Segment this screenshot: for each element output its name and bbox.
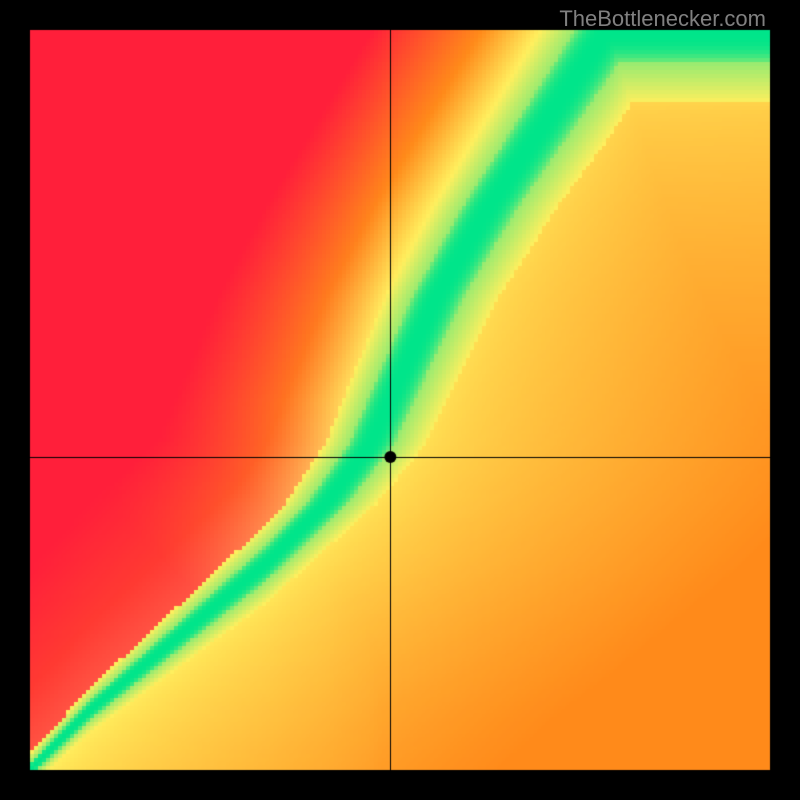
watermark-text: TheBottlenecker.com: [559, 6, 766, 32]
heatmap-chart: [0, 0, 800, 800]
